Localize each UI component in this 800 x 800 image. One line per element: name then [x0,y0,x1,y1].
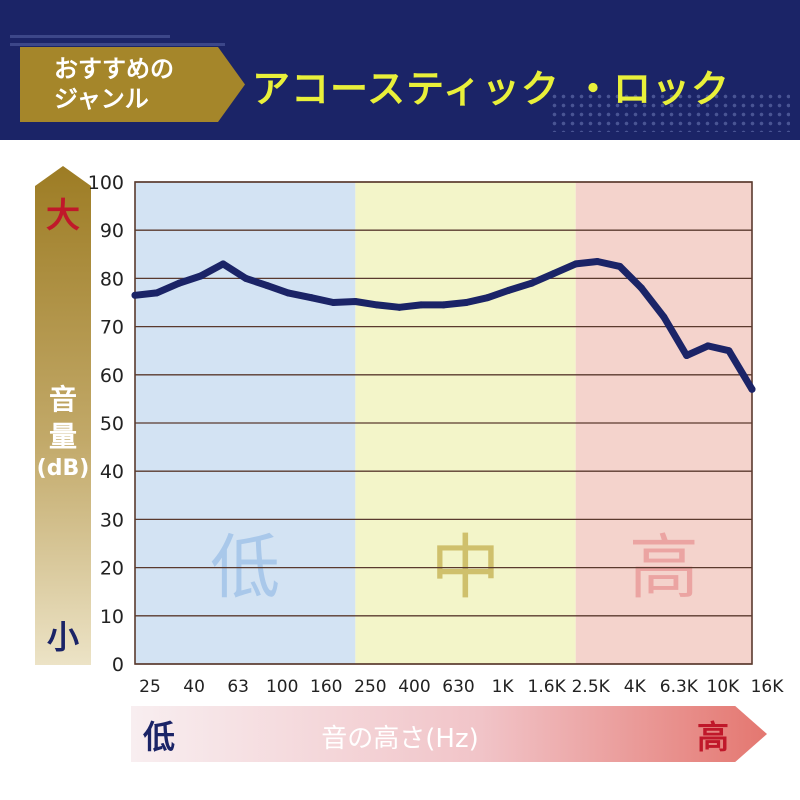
volume-label-line1: 音 [48,383,77,416]
genre-tag-line1: おすすめの [54,55,174,83]
data-point [748,385,756,393]
data-point [637,284,645,292]
data-point [307,294,315,302]
data-point [153,289,161,297]
y-tick-label: 80 [100,268,124,290]
x-tick-label: 4K [624,677,647,697]
data-point [329,299,337,306]
data-point [462,299,470,306]
x-tick-label: 250 [354,677,386,697]
data-point [351,298,359,306]
pitch-low-label: 低 [143,718,176,756]
y-tick-label: 20 [100,558,124,580]
data-point [683,352,691,360]
volume-label-line2: 量 [48,420,77,453]
pitch-axis-title: 音の高さ(Hz) [321,724,479,754]
data-point [175,279,183,287]
y-tick-label: 60 [100,365,124,387]
data-point [528,279,536,287]
data-point [504,286,512,294]
x-tick-label: 400 [398,677,430,697]
data-point [263,282,271,290]
volume-high-label: 大 [46,196,80,236]
genre-title: アコースティック ・ロック [252,67,731,111]
data-point [197,272,205,280]
data-point [219,260,227,268]
genre-tag: おすすめの ジャンル [20,47,245,122]
volume-axis-bar [35,166,91,665]
data-point [373,301,381,309]
pitch-axis-bar [131,706,767,762]
data-point [593,258,601,266]
banner-dot-pattern [550,92,790,132]
genre-tag-line2: ジャンル [54,85,149,113]
y-tick-label: 30 [100,509,124,531]
x-tick-label: 25 [139,677,161,697]
pitch-high-label: 高 [697,718,730,756]
data-point [440,301,447,309]
x-tick-label: 160 [310,677,342,697]
data-point [725,347,733,355]
header-banner: おすすめの ジャンル アコースティック ・ロック [0,0,800,140]
x-tick-label: 1K [492,677,515,697]
x-tick-label: 40 [183,677,205,697]
x-tick-label: 63 [227,677,249,697]
y-tick-label: 100 [88,172,124,194]
data-point [660,313,668,321]
x-tick-label: 2.5K [572,677,611,697]
data-point [616,262,624,270]
x-tick-label: 630 [442,677,474,697]
y-tick-label: 40 [100,461,124,483]
data-point [484,294,492,302]
volume-low-label: 小 [46,618,79,656]
y-tick-label: 0 [112,654,124,676]
y-tick-label: 10 [100,606,124,628]
x-tick-label: 16K [751,677,785,697]
data-point [572,260,580,268]
banner-stripe [10,43,225,46]
y-tick-label: 90 [100,220,124,242]
x-tick-label: 6.3K [660,677,699,697]
banner-stripe [10,35,170,38]
data-point [242,274,250,282]
data-point [395,303,403,311]
data-point [550,270,558,278]
volume-unit-label: (dB) [36,456,90,481]
data-point [131,291,139,299]
x-tick-label: 10K [707,677,741,697]
data-point [417,301,425,309]
data-point [704,342,712,350]
y-tick-label: 50 [100,413,124,435]
plot-frame [134,181,753,665]
y-tick-label: 70 [100,317,124,339]
x-tick-label: 100 [266,677,298,697]
data-point [284,289,292,297]
x-tick-label: 1.6K [528,677,567,697]
